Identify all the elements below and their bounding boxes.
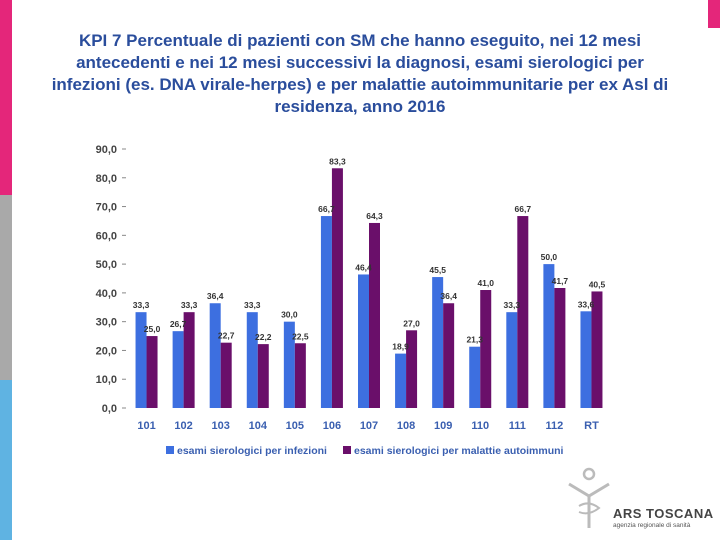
x-tick-label-101: 101 xyxy=(137,420,155,432)
x-tick-label-108: 108 xyxy=(397,420,415,432)
bar-infezioni-111 xyxy=(506,312,518,408)
y-axis: 90,0 80,0 70,0 60,0 50,0 40,0 30,0 20,0 10,0 0,0 xyxy=(96,144,126,415)
bar-infezioni-104 xyxy=(246,312,258,408)
legend-swatch-autoimmuni xyxy=(343,446,351,454)
bar-autoimmuni-101 xyxy=(146,336,158,408)
data-label-autoimmuni-101: 25,0 xyxy=(144,324,161,334)
chart-title: KPI 7 Percentuale di pazienti con SM che… xyxy=(51,31,669,116)
data-label-infezioni-108: 18,9 xyxy=(392,342,409,352)
x-tick-label-107: 107 xyxy=(360,420,378,432)
x-tick-label-102: 102 xyxy=(174,420,192,432)
x-tick-label-112: 112 xyxy=(546,420,564,432)
data-label-infezioni-109: 45,5 xyxy=(429,265,446,275)
bar-infezioni-110 xyxy=(469,346,481,408)
x-tick-label-110: 110 xyxy=(471,420,489,432)
bar-autoimmuni-104 xyxy=(257,344,269,408)
data-label-infezioni-104: 33,3 xyxy=(244,300,261,310)
data-label-infezioni-101: 33,3 xyxy=(133,300,150,310)
bar-autoimmuni-103 xyxy=(220,342,232,408)
bar-infezioni-108 xyxy=(395,353,407,408)
logo-subtitle: agenzia regionale di sanità xyxy=(613,522,691,529)
data-label-autoimmuni-110: 41,0 xyxy=(477,278,494,288)
data-label-autoimmuni-103: 22,7 xyxy=(218,331,235,341)
data-label-autoimmuni-109: 36,4 xyxy=(440,291,457,301)
x-tick-label-103: 103 xyxy=(212,420,230,432)
data-label-autoimmuni-RT: 40,5 xyxy=(589,279,606,289)
bar-autoimmuni-111 xyxy=(517,216,529,408)
y-tick-label: 50,0 xyxy=(96,259,117,271)
y-tick-label: 20,0 xyxy=(96,345,117,357)
logo-name: ARS TOSCANA xyxy=(613,506,714,521)
x-tick-label-106: 106 xyxy=(323,420,341,432)
y-tick-label: 60,0 xyxy=(96,230,117,242)
x-axis: 101 102 103 104 105 106 107 108 109 110 111 112 RT xyxy=(137,420,599,432)
ars-logo-mark-icon xyxy=(568,467,610,528)
bar-infezioni-107 xyxy=(358,274,369,408)
bar-infezioni-106 xyxy=(320,216,332,408)
bar-infezioni-RT xyxy=(580,311,592,408)
data-label-infezioni-103: 36,4 xyxy=(207,291,224,301)
bar-autoimmuni-109 xyxy=(443,303,455,408)
x-tick-label-RT: RT xyxy=(584,420,599,432)
data-label-autoimmuni-112: 41,7 xyxy=(552,276,569,286)
bar-infezioni-105 xyxy=(283,321,295,408)
bar-autoimmuni-110 xyxy=(480,290,492,408)
y-tick-label: 10,0 xyxy=(96,374,117,386)
edge-stripe-magenta-top xyxy=(0,0,12,195)
legend-label-infezioni: esami sierologici per infezioni xyxy=(177,445,327,457)
bar-infezioni-109 xyxy=(432,277,444,408)
data-label-infezioni-107: 46,4 xyxy=(355,262,372,272)
edge-stripe-grey xyxy=(0,195,12,380)
data-label-autoimmuni-107: 64,3 xyxy=(366,211,383,221)
bar-infezioni-112 xyxy=(543,264,555,408)
bar-autoimmuni-108 xyxy=(406,330,418,408)
bar-infezioni-102 xyxy=(172,331,184,408)
data-label-autoimmuni-105: 22,5 xyxy=(292,331,309,341)
y-tick-label: 80,0 xyxy=(96,173,117,185)
bar-autoimmuni-107 xyxy=(369,222,380,408)
bar-autoimmuni-102 xyxy=(183,312,195,408)
data-label-autoimmuni-111: 66,7 xyxy=(515,204,532,214)
bar-infezioni-101 xyxy=(135,312,147,408)
y-tick-label: 90,0 xyxy=(96,144,117,156)
data-label-autoimmuni-108: 27,0 xyxy=(403,318,420,328)
y-tick-label: 0,0 xyxy=(102,403,117,415)
data-labels-group: 33,3 25,0 26,7 33,3 36,4 22,7 33,3 22,2 30,0 22,5… xyxy=(133,156,606,351)
bar-infezioni-103 xyxy=(209,303,221,408)
bar-autoimmuni-105 xyxy=(294,343,306,408)
y-tick-label: 40,0 xyxy=(96,288,117,300)
y-tick-label: 70,0 xyxy=(96,202,117,214)
legend-swatch-infezioni xyxy=(166,446,174,454)
data-label-autoimmuni-102: 33,3 xyxy=(181,300,198,310)
data-label-autoimmuni-104: 22,2 xyxy=(255,332,272,342)
bar-autoimmuni-RT xyxy=(591,291,603,408)
data-label-infezioni-106: 66,7 xyxy=(318,204,335,214)
y-tick-label: 30,0 xyxy=(96,317,117,329)
edge-stripe-blue xyxy=(0,380,12,540)
data-label-infezioni-111: 33,3 xyxy=(504,300,521,310)
data-label-infezioni-110: 21,3 xyxy=(466,335,483,345)
data-label-autoimmuni-106: 83,3 xyxy=(329,156,346,166)
x-tick-label-104: 104 xyxy=(249,420,268,432)
edge-stripe-magenta-right xyxy=(708,0,720,28)
legend: esami sierologici per infezioni esami si… xyxy=(166,445,564,457)
data-label-infezioni-RT: 33,6 xyxy=(578,299,595,309)
data-label-infezioni-105: 30,0 xyxy=(281,310,298,320)
x-tick-label-111: 111 xyxy=(509,420,526,432)
ars-toscana-logo: ARS TOSCANA agenzia regionale di sanità xyxy=(565,462,713,534)
x-tick-label-105: 105 xyxy=(286,420,304,432)
bars-group xyxy=(135,168,603,408)
data-label-infezioni-102: 26,7 xyxy=(170,319,187,329)
data-label-infezioni-112: 50,0 xyxy=(541,252,558,262)
bar-autoimmuni-112 xyxy=(554,287,566,408)
legend-label-autoimmuni: esami sierologici per malattie autoimmun… xyxy=(354,445,564,457)
x-tick-label-109: 109 xyxy=(434,420,452,432)
bar-autoimmuni-106 xyxy=(331,168,343,408)
